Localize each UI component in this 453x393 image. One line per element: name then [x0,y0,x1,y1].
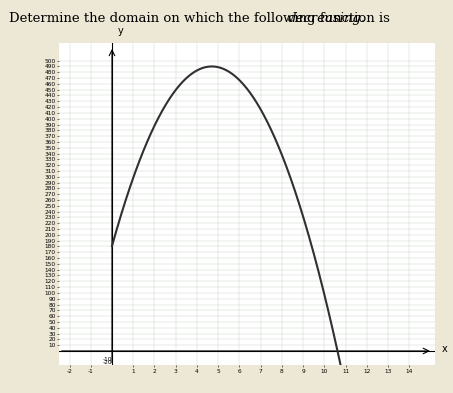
Text: -10: -10 [102,357,112,362]
Text: -20: -20 [102,360,112,365]
Text: y: y [118,26,123,36]
Text: x: x [441,344,447,354]
Text: Determine the domain on which the following function is: Determine the domain on which the follow… [9,12,394,25]
Text: decreasing.: decreasing. [288,12,366,25]
